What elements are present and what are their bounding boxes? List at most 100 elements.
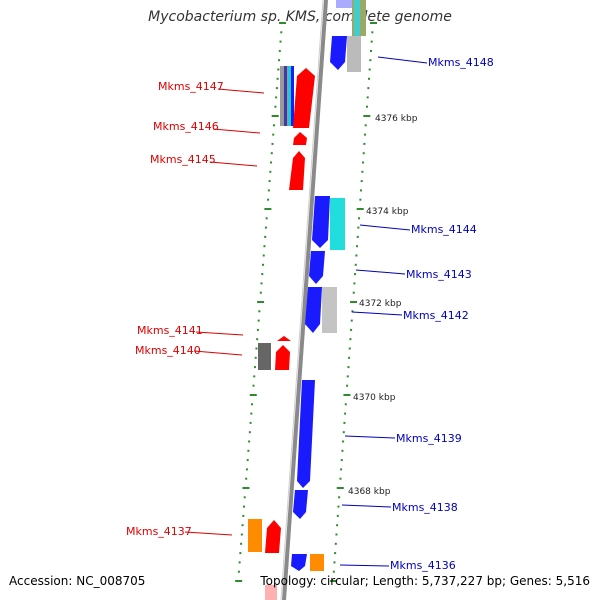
genome-summary-text: Topology: circular; Length: 5,737,227 bp…	[260, 574, 590, 588]
tick-mark-right	[343, 421, 346, 424]
tick-mark-left	[240, 542, 243, 545]
tick-mark-right	[364, 124, 367, 127]
gene-block-mkms-4136[interactable]	[310, 554, 324, 571]
gene-arrow-mkms-4143[interactable]	[309, 251, 325, 284]
tick-mark-right	[346, 384, 349, 387]
gene-arrow-mkms-4145[interactable]	[289, 151, 305, 190]
tick-mark-right	[333, 561, 336, 564]
gene-fragment-bottom	[265, 585, 277, 600]
gene-arrow-mkms-4144[interactable]	[312, 196, 330, 248]
tick-mark-right	[350, 301, 358, 303]
tick-mark-right	[332, 570, 335, 573]
gene-arrow-mkms-4139[interactable]	[297, 380, 315, 488]
tick-mark-right	[353, 282, 356, 285]
gene-arrow-mkms-4140[interactable]	[275, 345, 290, 370]
tick-mark-left	[267, 198, 270, 201]
tick-mark-left	[256, 338, 259, 341]
tick-mark-right	[354, 263, 357, 266]
tick-mark-right	[366, 96, 369, 99]
tick-mark-right	[363, 142, 366, 145]
tick-mark-left	[248, 431, 251, 434]
tick-mark-right	[370, 40, 373, 43]
tick-mark-right	[363, 115, 371, 117]
gene-block-mkms-4147[interactable]	[280, 66, 294, 126]
gene-arrow-mkms-4146[interactable]	[293, 132, 307, 145]
accession-text: Accession: NC_008705	[9, 574, 146, 588]
tick-mark-left	[279, 40, 282, 43]
tick-mark-right	[368, 77, 371, 80]
gene-arrow-mkms-4138[interactable]	[293, 490, 308, 519]
gene-block-mkms-4141[interactable]	[258, 343, 271, 370]
tick-mark-left	[279, 22, 286, 24]
reverse-genes	[291, 0, 366, 571]
tick-mark-left	[267, 189, 270, 192]
gene-label-mkms-4139[interactable]: Mkms_4139	[396, 432, 462, 445]
tick-mark-left	[274, 105, 277, 108]
tick-mark-left	[235, 580, 243, 582]
tick-mark-right	[362, 161, 365, 164]
gene-block-mkms-4137[interactable]	[248, 519, 262, 552]
tick-mark-left	[254, 356, 257, 359]
tick-mark-right	[336, 524, 339, 527]
tick-mark-left	[237, 570, 240, 573]
gene-label-mkms-4148[interactable]: Mkms_4148	[428, 56, 494, 69]
tick-mark-left	[264, 226, 267, 229]
tick-mark-left	[243, 496, 246, 499]
gene-label-mkms-4141[interactable]: Mkms_4141	[137, 324, 203, 337]
tick-mark-right	[342, 431, 345, 434]
tick-mark-right	[362, 152, 365, 155]
tick-mark-left	[245, 468, 248, 471]
gene-label-mkms-4145[interactable]: Mkms_4145	[150, 153, 216, 166]
gene-label-mkms-4140[interactable]: Mkms_4140	[135, 344, 201, 357]
tick-mark-left	[259, 291, 262, 294]
tick-mark-right	[358, 217, 361, 220]
tick-mark-right	[343, 394, 351, 396]
gene-block-mkms-4148[interactable]	[347, 36, 361, 72]
gene-arrow-mkms-4142[interactable]	[305, 287, 322, 333]
gene-arrow-mkms-4136[interactable]	[291, 554, 307, 571]
tick-mark-left	[255, 347, 258, 350]
gene-arrow-mkms-4137[interactable]	[265, 520, 281, 553]
backbone-edge	[280, 0, 324, 600]
tick-mark-left	[252, 384, 255, 387]
tick-mark-left	[271, 142, 274, 145]
tick-mark-right	[346, 375, 349, 378]
gene-block-mkms-4144[interactable]	[330, 198, 345, 250]
tick-mark-left	[275, 96, 278, 99]
tick-mark-right	[336, 514, 339, 517]
scale-labels: 4376 kbp 4374 kbp 4372 kbp 4370 kbp 4368…	[348, 114, 418, 497]
scale-label-4374: 4374 kbp	[366, 207, 409, 217]
map-title: Mycobacterium sp. KMS, complete genome	[148, 9, 452, 25]
tick-mark-left	[277, 68, 280, 71]
gene-arrow-mkms-4147[interactable]	[293, 68, 315, 128]
tick-mark-right	[356, 245, 359, 248]
tick-mark-right	[367, 87, 370, 90]
gene-label-mkms-4138[interactable]: Mkms_4138	[392, 501, 458, 514]
tick-mark-right	[360, 180, 363, 183]
tick-mark-left	[246, 459, 249, 462]
tick-mark-left	[278, 59, 281, 62]
gene-label-mkms-4144[interactable]: Mkms_4144	[411, 223, 477, 236]
gene-label-mkms-4147[interactable]: Mkms_4147	[158, 80, 224, 93]
gene-label-mkms-4137[interactable]: Mkms_4137	[126, 525, 192, 538]
tick-mark-right	[359, 198, 362, 201]
gene-block-mkms-4142[interactable]	[322, 287, 337, 333]
gene-label-mkms-4136[interactable]: Mkms_4136	[390, 559, 456, 572]
gene-label-mkms-4143[interactable]: Mkms_4143	[406, 268, 472, 281]
tick-mark-left	[278, 49, 281, 52]
tick-mark-left	[241, 524, 244, 527]
gene-arrow-mkms-4141[interactable]	[277, 336, 291, 341]
tick-mark-left	[245, 477, 248, 480]
tick-mark-right	[340, 459, 343, 462]
tick-mark-right	[357, 226, 360, 229]
gene-arrow-mkms-4148[interactable]	[330, 36, 347, 70]
tick-mark-left	[261, 273, 264, 276]
tick-mark-left	[265, 217, 268, 220]
tick-mark-right	[354, 273, 357, 276]
tick-mark-left	[276, 77, 279, 80]
tick-mark-right	[339, 477, 342, 480]
tick-mark-right	[336, 487, 344, 489]
gene-label-mkms-4146[interactable]: Mkms_4146	[153, 120, 219, 133]
gene-label-mkms-4142[interactable]: Mkms_4142	[403, 309, 469, 322]
